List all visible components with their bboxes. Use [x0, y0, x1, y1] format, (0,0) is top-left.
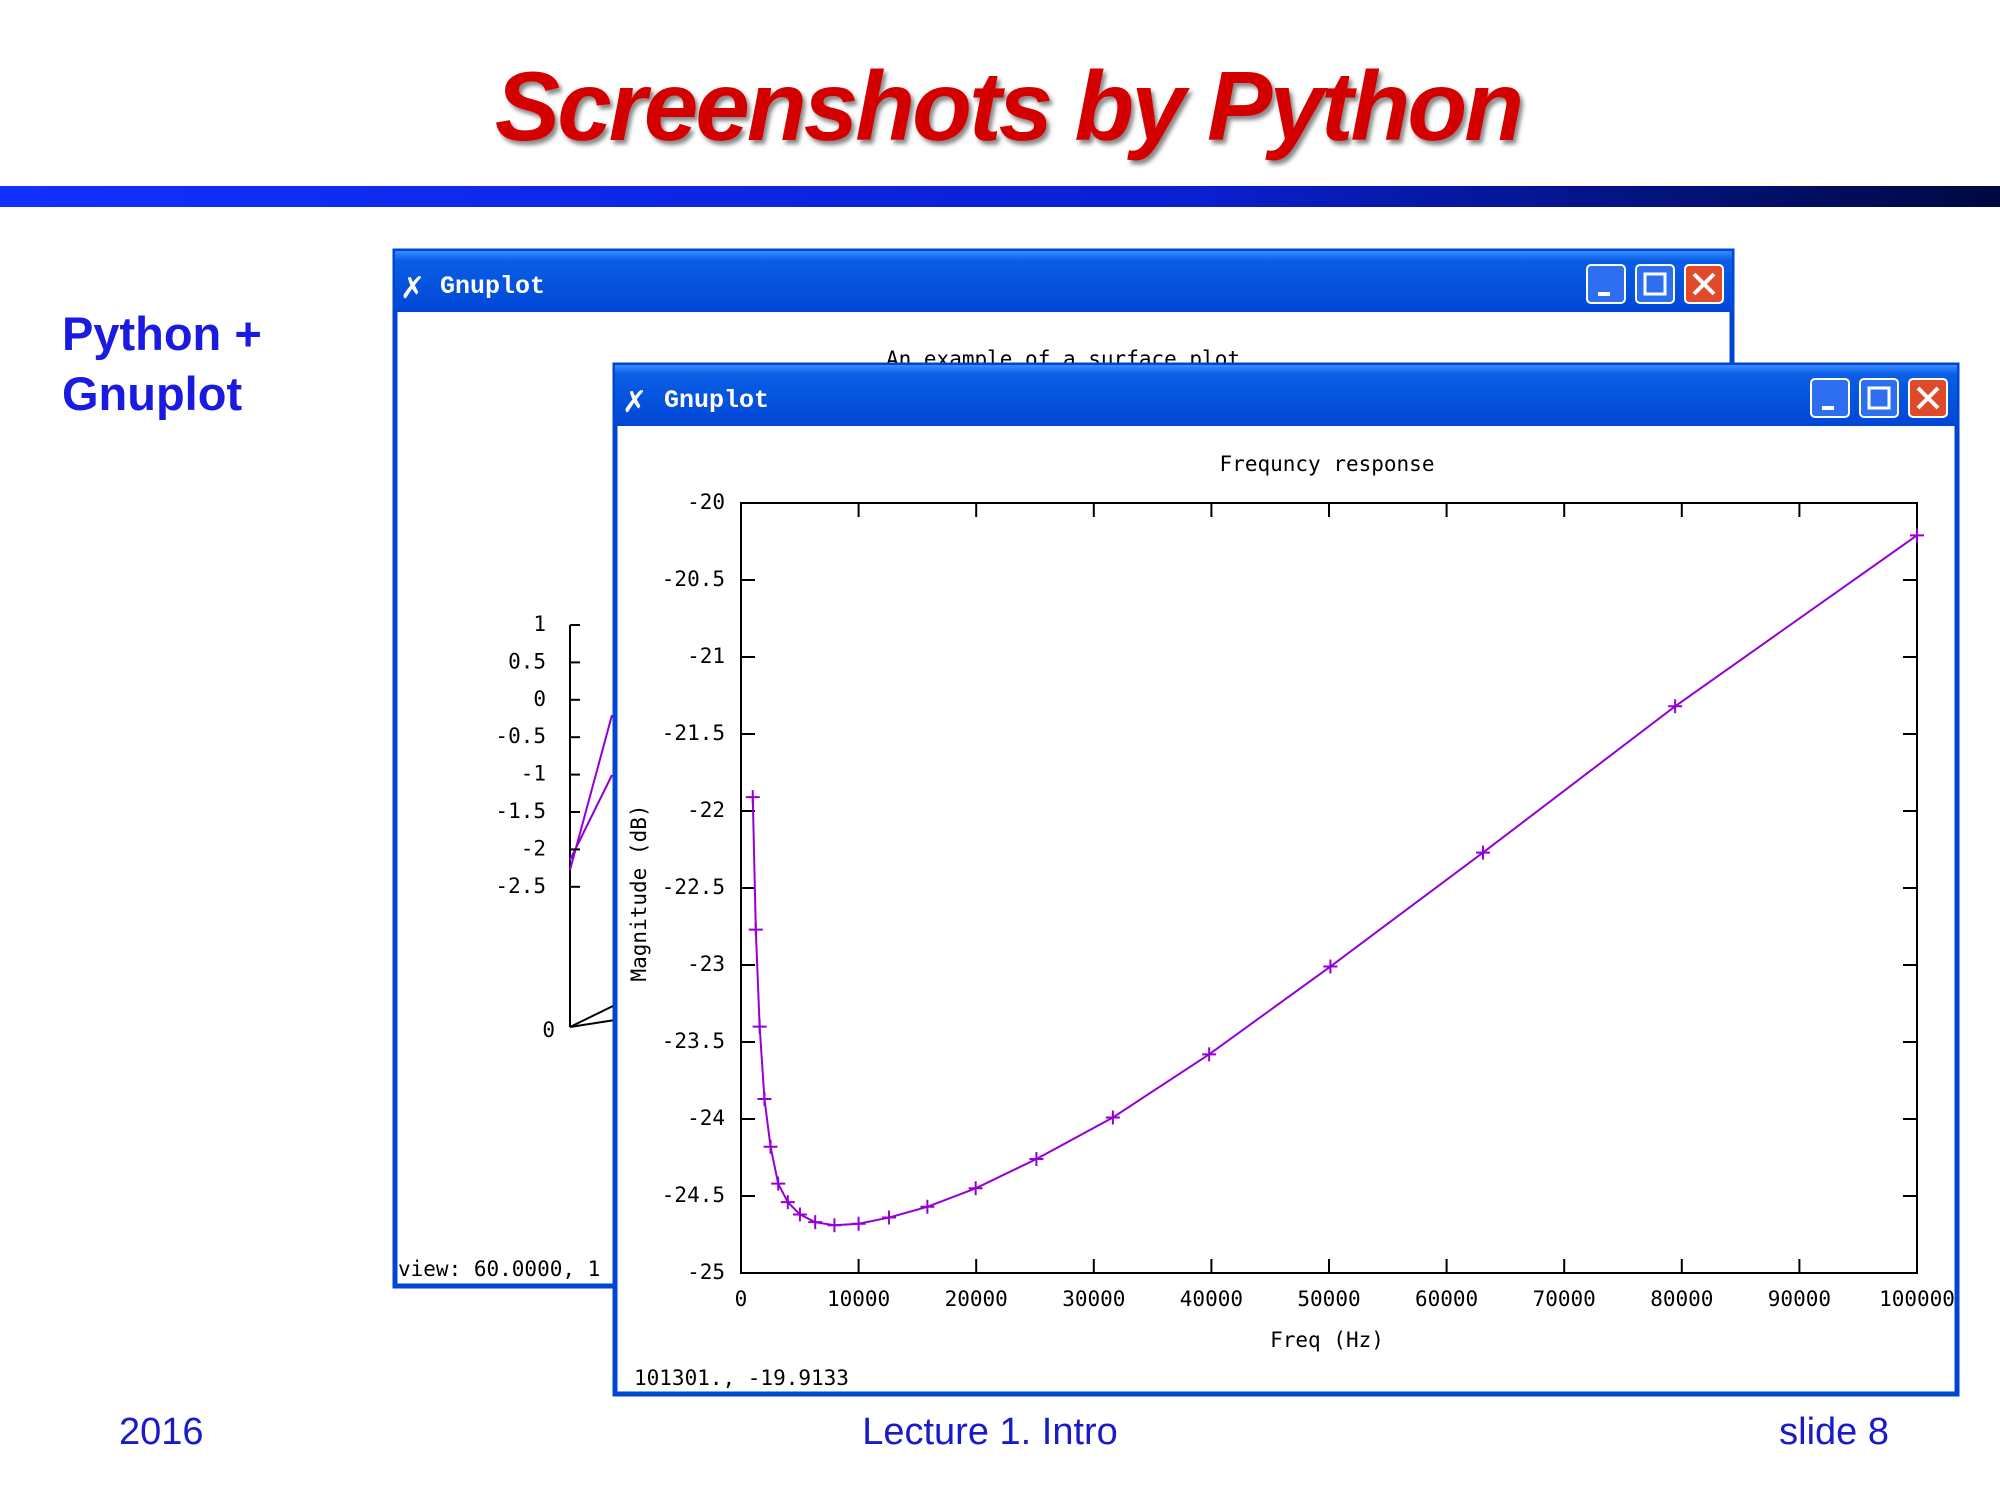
y-tick-label: -24: [687, 1106, 725, 1130]
data-point: [882, 1210, 897, 1225]
data-point: [1105, 1110, 1120, 1125]
data-point: [968, 1181, 983, 1196]
z-tick-label: 0: [533, 687, 546, 711]
x-tick-label: 40000: [1180, 1287, 1243, 1311]
minimize-icon: [1598, 292, 1610, 296]
y-axis-label: Magnitude (dB): [627, 804, 651, 981]
x-tick-label: 60000: [1415, 1287, 1478, 1311]
y-tick-label: -23.5: [662, 1029, 725, 1053]
y-tick-label: -20: [687, 490, 725, 514]
x-tick-label: 0: [735, 1287, 748, 1311]
status-text: 101301., -19.9133: [634, 1366, 849, 1390]
base-edge: [569, 1004, 616, 1028]
z-tick-label: 0.5: [508, 649, 546, 673]
y-tick-label: -20.5: [662, 567, 725, 591]
x-tick-label: 100000: [1879, 1287, 1955, 1311]
title-bar: [615, 365, 1957, 426]
surface-line: [569, 714, 613, 871]
y-tick-label: -21.5: [662, 721, 725, 745]
x-tick-label: 90000: [1768, 1287, 1831, 1311]
app-icon: ✗: [622, 386, 647, 419]
status-text: view: 60.0000, 1: [398, 1257, 600, 1281]
data-point: [748, 922, 763, 937]
data-point: [757, 1091, 772, 1106]
minimize-button[interactable]: [1586, 264, 1626, 304]
origin-label: 0: [542, 1018, 555, 1042]
maximize-button[interactable]: [1635, 264, 1675, 304]
maximize-button[interactable]: [1859, 378, 1899, 418]
x-tick-label: 50000: [1297, 1287, 1360, 1311]
y-tick-label: -21: [687, 644, 725, 668]
footer-year: 2016: [119, 1411, 204, 1453]
x-tick-label: 70000: [1533, 1287, 1596, 1311]
data-point: [1202, 1047, 1217, 1062]
z-tick-label: -0.5: [495, 724, 546, 748]
chart-title: Frequncy response: [1220, 452, 1435, 476]
app-icon: ✗: [400, 272, 425, 305]
window-buttons[interactable]: [1810, 378, 1948, 418]
front-window: ✗ Gnuplot Frequncy response Freq (Hz) Ma…: [612, 362, 1960, 1397]
data-point: [780, 1195, 795, 1210]
data-point: [1668, 699, 1683, 714]
data-point: [1029, 1152, 1044, 1167]
y-tick-label: -23: [687, 952, 725, 976]
data-point: [1476, 845, 1491, 860]
heading: Gnuplot: [62, 367, 242, 420]
footer-slide: slide 8: [1779, 1411, 1889, 1453]
x-tick-label: 20000: [945, 1287, 1008, 1311]
data-point: [745, 790, 760, 805]
minimize-button[interactable]: [1810, 378, 1850, 418]
y-tick-label: -22.5: [662, 875, 725, 899]
window-title: Gnuplot: [440, 272, 545, 301]
data-point: [808, 1215, 823, 1230]
close-icon: [1692, 272, 1716, 296]
z-tick-label: -2.5: [495, 874, 546, 898]
heading: Python +: [62, 307, 262, 360]
slide-title: Screenshots by Python: [495, 51, 1521, 161]
z-tick-label: 1: [533, 612, 546, 636]
title-rule: [0, 186, 2000, 207]
maximize-icon: [1643, 272, 1667, 296]
y-tick-label: -22: [687, 798, 725, 822]
y-tick-label: -24.5: [662, 1183, 725, 1207]
window-frame: [612, 362, 1960, 1397]
x-axis-label: Freq (Hz): [1270, 1328, 1384, 1352]
data-point: [763, 1139, 778, 1154]
data-point: [792, 1207, 807, 1222]
x-tick-label: 10000: [827, 1287, 890, 1311]
x-tick-label: 30000: [1062, 1287, 1125, 1311]
data-point: [1323, 959, 1338, 974]
x-tick-label: 80000: [1650, 1287, 1713, 1311]
data-point: [1910, 528, 1924, 543]
z-tick-label: -2: [521, 836, 546, 860]
base-edge: [569, 1019, 616, 1028]
window-title: Gnuplot: [664, 386, 769, 415]
y-tick-label: -25: [687, 1260, 725, 1284]
title-bar: [395, 251, 1732, 312]
data-point: [920, 1199, 935, 1214]
window-buttons[interactable]: [1586, 264, 1724, 304]
maximize-icon: [1867, 386, 1891, 410]
close-icon: [1916, 386, 1940, 410]
minimize-icon: [1822, 406, 1834, 410]
footer-center: Lecture 1. Intro: [862, 1411, 1118, 1453]
data-point: [827, 1218, 842, 1233]
data-point: [771, 1176, 786, 1191]
plot: -20 -20.5 -21 -21.5 -22 -22.5 -23 -23.5 -24 -24.5…: [662, 490, 1955, 1311]
z-tick-label: -1: [521, 762, 546, 786]
z-tick-label: -1.5: [495, 799, 546, 823]
data-point: [752, 1019, 767, 1034]
data-point: [851, 1216, 866, 1231]
